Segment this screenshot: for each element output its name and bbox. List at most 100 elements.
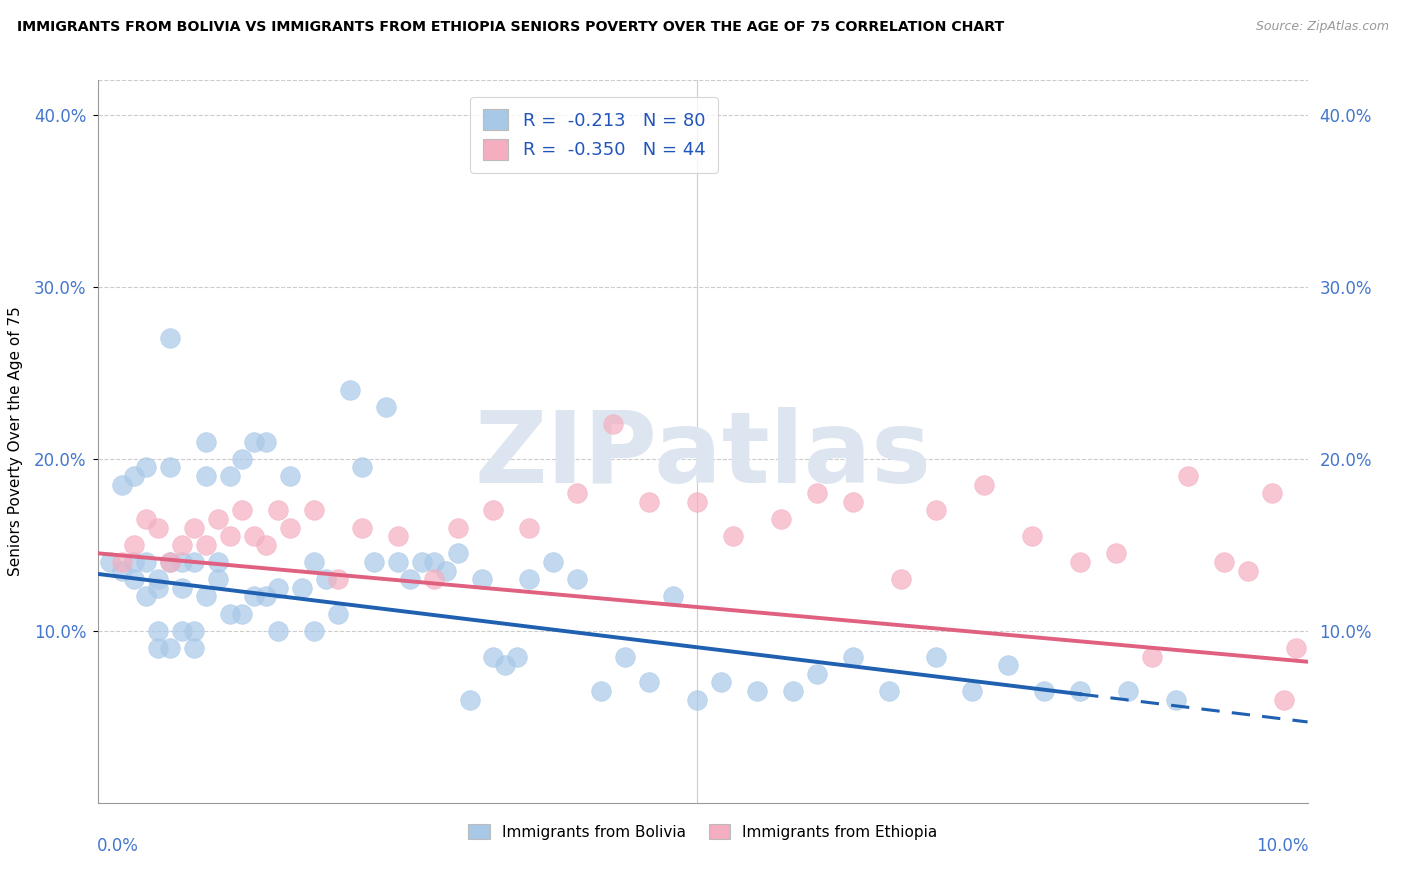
Point bbox=[278, 469, 301, 483]
Point bbox=[159, 555, 181, 569]
Point bbox=[243, 529, 266, 543]
Point bbox=[195, 469, 218, 483]
Point bbox=[291, 581, 314, 595]
Point bbox=[195, 590, 218, 604]
Point bbox=[148, 581, 170, 595]
Point bbox=[183, 640, 205, 655]
Point bbox=[422, 572, 444, 586]
Point bbox=[339, 383, 361, 397]
Text: Source: ZipAtlas.com: Source: ZipAtlas.com bbox=[1256, 20, 1389, 33]
Point bbox=[326, 572, 349, 586]
Point bbox=[889, 572, 911, 586]
Point bbox=[254, 434, 277, 449]
Point bbox=[267, 581, 290, 595]
Point bbox=[745, 684, 768, 698]
Point bbox=[482, 503, 505, 517]
Point bbox=[387, 555, 409, 569]
Point bbox=[148, 572, 170, 586]
Point bbox=[135, 590, 157, 604]
Point bbox=[1236, 564, 1258, 578]
Point bbox=[219, 469, 242, 483]
Point bbox=[135, 460, 157, 475]
Point bbox=[315, 572, 337, 586]
Point bbox=[387, 529, 409, 543]
Point bbox=[519, 572, 541, 586]
Point bbox=[124, 572, 146, 586]
Point bbox=[374, 400, 396, 414]
Point bbox=[183, 624, 205, 638]
Point bbox=[1164, 692, 1187, 706]
Point bbox=[219, 607, 242, 621]
Point bbox=[567, 572, 589, 586]
Point bbox=[195, 538, 218, 552]
Point bbox=[183, 520, 205, 534]
Point bbox=[159, 640, 181, 655]
Point bbox=[614, 649, 637, 664]
Point bbox=[962, 684, 984, 698]
Point bbox=[434, 564, 457, 578]
Point bbox=[686, 494, 709, 508]
Point bbox=[841, 494, 863, 508]
Point bbox=[148, 640, 170, 655]
Point bbox=[841, 649, 863, 664]
Y-axis label: Seniors Poverty Over the Age of 75: Seniors Poverty Over the Age of 75 bbox=[8, 307, 22, 576]
Point bbox=[638, 494, 661, 508]
Point bbox=[278, 520, 301, 534]
Point bbox=[100, 555, 122, 569]
Point bbox=[495, 658, 517, 673]
Point bbox=[124, 555, 146, 569]
Point bbox=[302, 624, 325, 638]
Point bbox=[1260, 486, 1282, 500]
Point bbox=[302, 555, 325, 569]
Point bbox=[124, 469, 146, 483]
Point bbox=[470, 572, 492, 586]
Point bbox=[602, 417, 624, 432]
Point bbox=[111, 555, 134, 569]
Point bbox=[267, 624, 290, 638]
Point bbox=[411, 555, 433, 569]
Point bbox=[482, 649, 505, 664]
Point bbox=[231, 607, 253, 621]
Point bbox=[350, 460, 373, 475]
Point bbox=[135, 512, 157, 526]
Point bbox=[1284, 640, 1306, 655]
Point bbox=[267, 503, 290, 517]
Point bbox=[111, 564, 134, 578]
Point bbox=[148, 624, 170, 638]
Point bbox=[638, 675, 661, 690]
Text: 0.0%: 0.0% bbox=[97, 838, 139, 855]
Point bbox=[159, 460, 181, 475]
Point bbox=[591, 684, 613, 698]
Point bbox=[183, 555, 205, 569]
Point bbox=[231, 451, 253, 466]
Point bbox=[219, 529, 242, 543]
Point bbox=[254, 590, 277, 604]
Point bbox=[446, 520, 468, 534]
Point bbox=[350, 520, 373, 534]
Point bbox=[710, 675, 733, 690]
Point bbox=[1272, 692, 1295, 706]
Point bbox=[925, 649, 948, 664]
Point bbox=[686, 692, 709, 706]
Point bbox=[111, 477, 134, 491]
Point bbox=[398, 572, 420, 586]
Point bbox=[973, 477, 995, 491]
Point bbox=[1069, 555, 1091, 569]
Point bbox=[925, 503, 948, 517]
Point bbox=[172, 555, 194, 569]
Point bbox=[172, 581, 194, 595]
Point bbox=[543, 555, 565, 569]
Point bbox=[207, 572, 229, 586]
Point bbox=[148, 520, 170, 534]
Point bbox=[363, 555, 385, 569]
Point bbox=[207, 512, 229, 526]
Point bbox=[877, 684, 900, 698]
Point bbox=[231, 503, 253, 517]
Point bbox=[458, 692, 481, 706]
Point bbox=[135, 555, 157, 569]
Point bbox=[1069, 684, 1091, 698]
Text: IMMIGRANTS FROM BOLIVIA VS IMMIGRANTS FROM ETHIOPIA SENIORS POVERTY OVER THE AGE: IMMIGRANTS FROM BOLIVIA VS IMMIGRANTS FR… bbox=[17, 20, 1004, 34]
Point bbox=[1177, 469, 1199, 483]
Point bbox=[997, 658, 1019, 673]
Point bbox=[302, 503, 325, 517]
